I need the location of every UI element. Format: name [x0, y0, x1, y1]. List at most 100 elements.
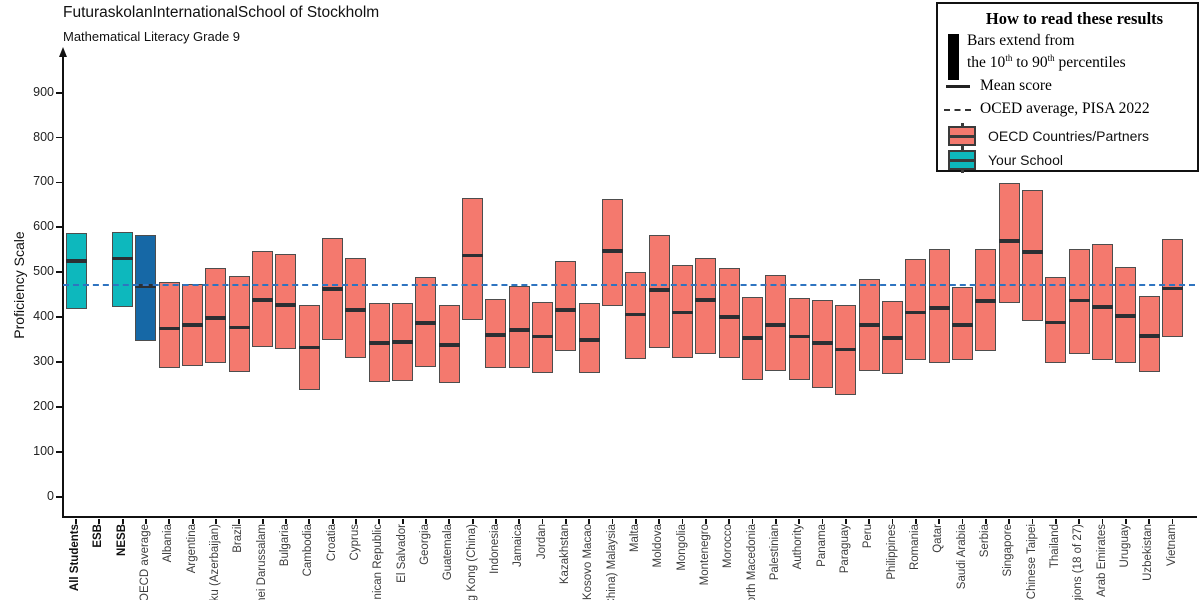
- x-label-text: Morocco: [722, 524, 735, 569]
- bar-mean-hong-kong-china: [462, 253, 484, 258]
- chart-title: FuturaskolanInternationalSchool of Stock…: [63, 4, 380, 21]
- x-label-chinese-taipei: Chinese Taipei: [1026, 524, 1039, 600]
- x-tick-palestinian: [775, 518, 777, 524]
- bar-mean-malta: [625, 312, 647, 317]
- legend-text-part: the 10: [967, 54, 1006, 72]
- bar-mean-jamaica: [508, 328, 530, 332]
- x-tick-united-arab-emirates: [1101, 518, 1104, 524]
- x-label-text: Mongolia: [675, 524, 688, 571]
- bar-albania: [158, 282, 180, 368]
- x-tick-jordan: [541, 518, 544, 524]
- x-label-montenegro: Montenegro: [699, 524, 712, 600]
- y-axis-line: [62, 55, 64, 518]
- bar-singapore: [998, 183, 1020, 304]
- x-label-text: Hong Kong (China): [465, 524, 478, 600]
- x-label-united-arab-emirates: United Arab Emirates: [1096, 524, 1109, 600]
- x-label-singapore: Singapore: [1002, 524, 1015, 600]
- x-tick-albania: [168, 518, 171, 524]
- x-label-text: Dominican Republic: [372, 524, 385, 600]
- x-label-mongolia: Mongolia: [676, 524, 689, 600]
- x-label-vietnam: Vietnam: [1166, 524, 1179, 600]
- legend-bars-text-line2: the 10th to 90th percentiles: [967, 53, 1126, 72]
- x-label-text: ESB: [92, 524, 105, 548]
- x-tick-saudi-arabia: [961, 518, 964, 524]
- bar-mean-romania: [905, 310, 927, 315]
- x-tick-jamaica: [518, 518, 521, 524]
- x-tick-cyprus: [355, 518, 357, 524]
- y-axis-arrow-icon: [58, 47, 67, 57]
- legend-your-school-label: Your School: [988, 152, 1063, 168]
- x-label-philippines: Philippines: [886, 524, 899, 600]
- bar-mean-china-malaysia: [602, 248, 624, 253]
- x-tick-ukrainian-regions-18-of-27: [1078, 518, 1081, 524]
- x-label-uzbekistan: Uzbekistan: [1142, 524, 1155, 600]
- x-tick-kosovo-macao: [588, 518, 591, 524]
- x-tick-cambodia: [308, 518, 311, 524]
- x-label-text: Brazil: [232, 524, 245, 553]
- bar-mean-paraguay: [835, 347, 857, 352]
- legend-oecd-countries-swatch-icon: [948, 123, 976, 149]
- x-label-serbia: Serbia: [979, 524, 992, 600]
- bar-mean-all-students: [65, 259, 87, 263]
- bar-mean-united-arab-emirates: [1092, 305, 1114, 309]
- x-label-text: Panama: [815, 524, 828, 567]
- legend-text-part: percentiles: [1054, 54, 1126, 72]
- x-label-text: Vietnam: [1165, 524, 1178, 566]
- x-label-jordan: Jordan: [536, 524, 549, 600]
- x-tick-esb: [98, 518, 101, 524]
- legend-box: How to read these results Bars extend fr…: [936, 2, 1199, 173]
- x-tick-bulgaria: [285, 518, 287, 524]
- x-label-malta: Malta: [629, 524, 642, 600]
- y-tick-700: [56, 181, 63, 184]
- y-tick-800: [56, 136, 63, 139]
- bar-mean-chinese-taipei: [1022, 250, 1044, 254]
- x-label-croatia: Croatia: [326, 524, 339, 600]
- bar-mean-albania: [158, 326, 180, 331]
- x-tick-guatemala: [448, 518, 451, 524]
- legend-sup: th: [1005, 53, 1013, 63]
- x-label-text: Jamaica: [512, 524, 525, 567]
- y-tick-label-300: 300: [33, 354, 54, 369]
- x-label-text: El Salvador: [395, 524, 408, 583]
- x-label-text: Guatemala: [442, 524, 455, 581]
- bar-kazakhstan: [555, 261, 577, 351]
- x-label-thailand: Thailand: [1049, 524, 1062, 600]
- x-label-esb: ESB: [92, 524, 105, 600]
- legend-dashed-line-icon: [944, 109, 971, 111]
- bar-mean-montenegro: [695, 298, 717, 302]
- y-tick-100: [56, 450, 63, 453]
- x-label-el-salvador: El Salvador: [396, 524, 409, 600]
- legend-bars-text-line1: Bars extend from: [967, 32, 1075, 49]
- x-label-romania: Romania: [909, 524, 922, 600]
- x-label-indonesia: Indonesia: [489, 524, 502, 600]
- x-label-authority: Authority: [792, 524, 805, 600]
- chart-subtitle: Mathematical Literacy Grade 9: [63, 29, 241, 44]
- bar-cyprus: [345, 257, 367, 359]
- x-tick-moldova: [658, 518, 661, 524]
- x-label-moldova: Moldova: [652, 524, 665, 600]
- x-label-text: Philippines: [885, 524, 898, 580]
- swatch-mean-line: [948, 158, 976, 162]
- y-tick-label-700: 700: [33, 174, 54, 189]
- bar-palestinian: [765, 274, 787, 371]
- x-label-north-macedonia: North Macedonia: [746, 524, 759, 600]
- x-tick-serbia: [984, 518, 987, 524]
- legend-text-part: to 90: [1012, 54, 1048, 72]
- x-label-text: Saudi Arabia: [955, 524, 968, 590]
- legend-title: How to read these results: [985, 9, 1164, 28]
- bar-bulgaria: [275, 254, 297, 350]
- bar-oecd-average: [135, 234, 157, 341]
- x-label-text: OECD average: [138, 524, 151, 600]
- x-label-text: Qatar: [932, 524, 945, 553]
- x-label-dominican-republic: Dominican Republic: [372, 524, 385, 600]
- x-label-kazakhstan: Kazakhstan: [559, 524, 572, 600]
- bar-mean-brunei-darussalam: [252, 298, 274, 302]
- bar-mean-panama: [812, 341, 834, 345]
- bar-mean-uzbekistan: [1138, 334, 1160, 338]
- x-label-jamaica: Jamaica: [512, 524, 525, 600]
- bar-mean-uruguay: [1115, 313, 1137, 318]
- x-label-brazil: Brazil: [232, 524, 245, 600]
- bar-montenegro: [695, 257, 717, 355]
- bar-mean-brazil: [228, 325, 250, 330]
